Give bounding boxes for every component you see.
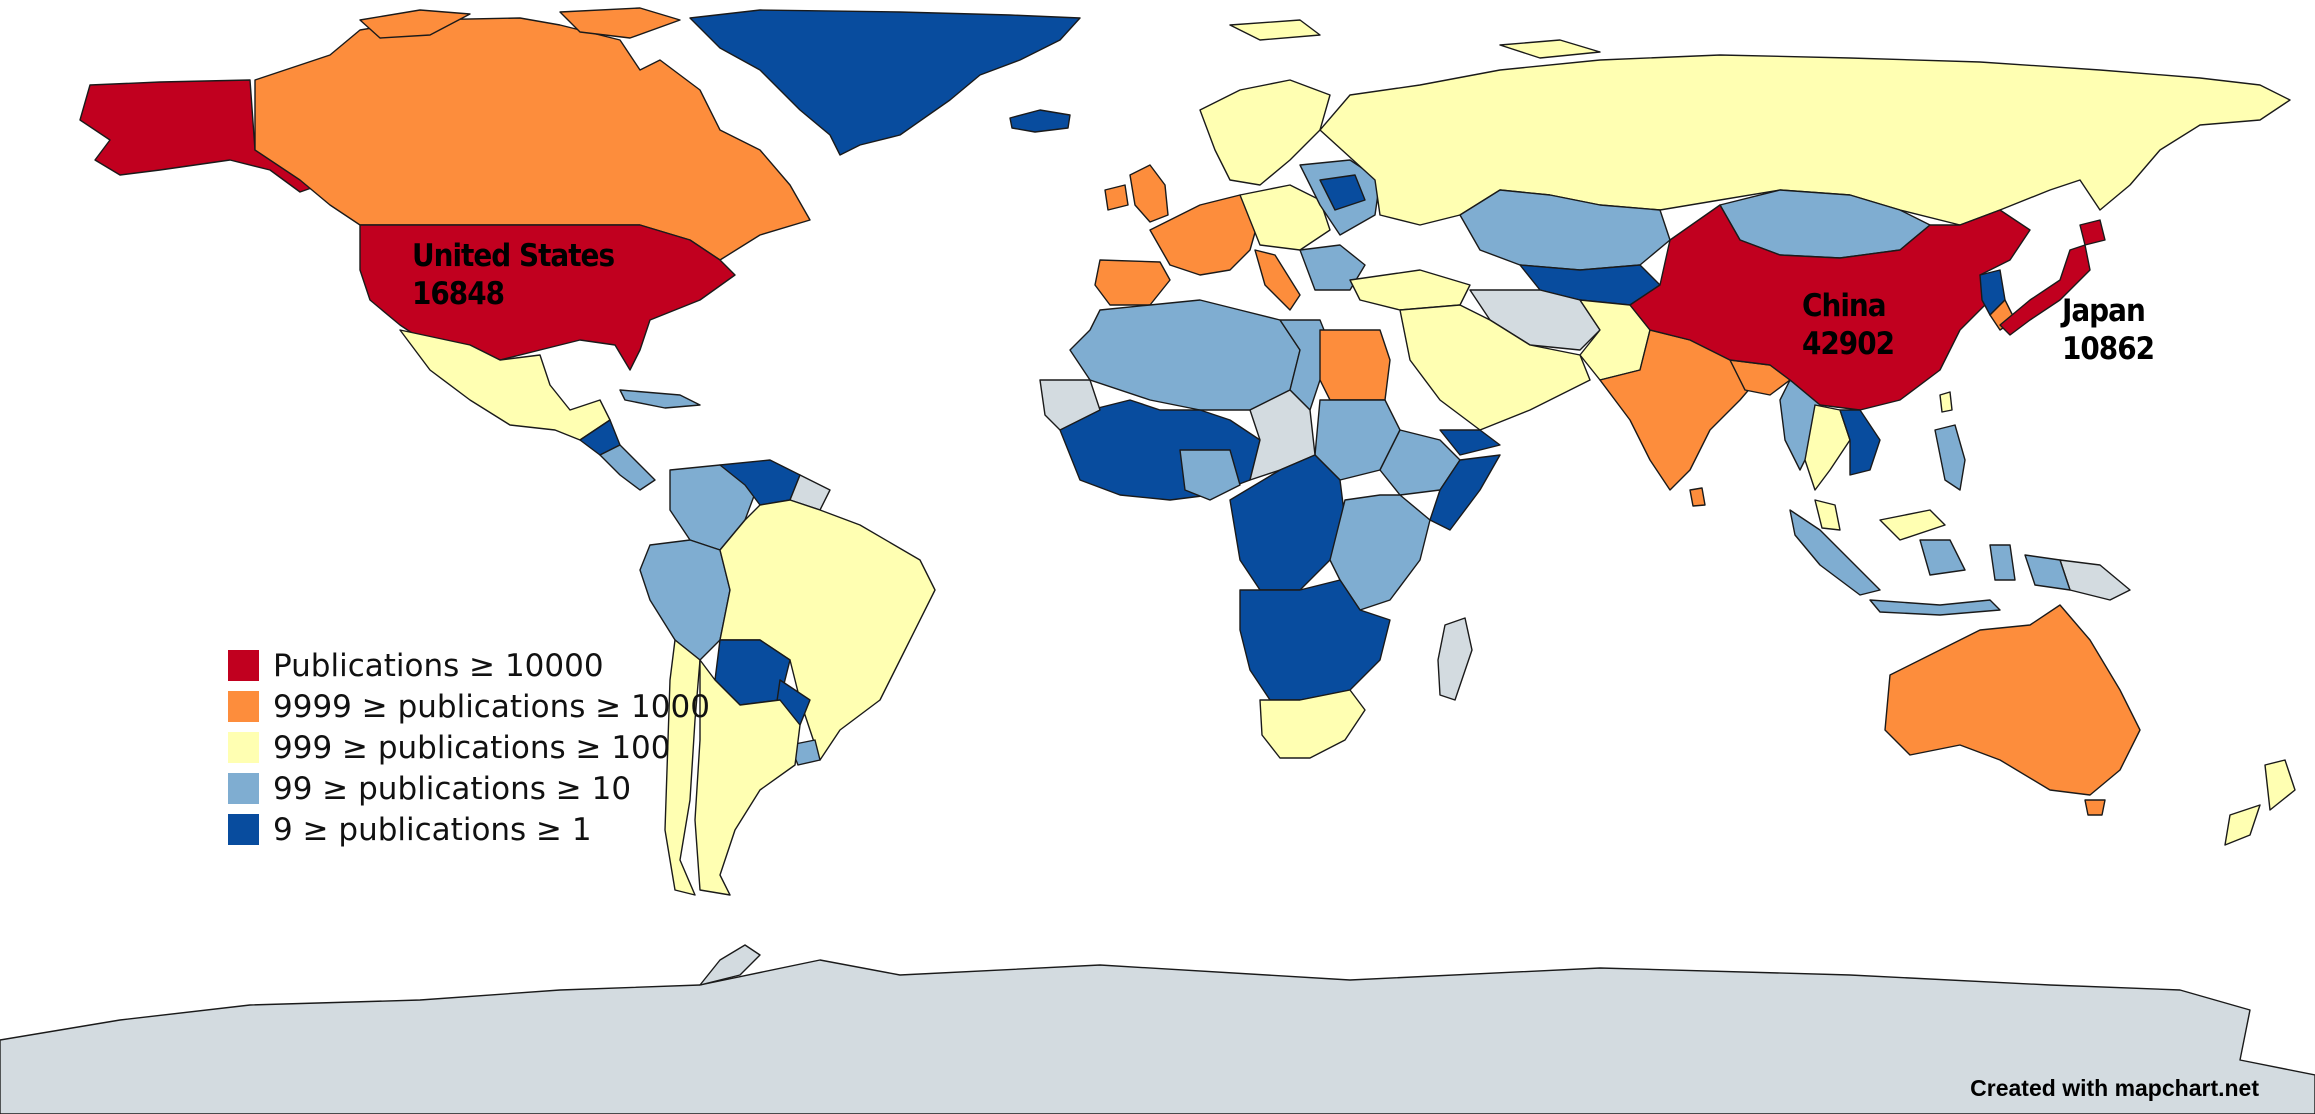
region-new-zealand (2224, 759, 2296, 846)
legend-item-tier5: 9 ≥ publications ≥ 1 (228, 809, 710, 850)
region-taiwan (1939, 391, 1953, 413)
region-argentina (694, 659, 801, 896)
region-australia (1884, 604, 2141, 796)
region-egypt (1319, 329, 1391, 401)
region-central-europe (1239, 184, 1331, 251)
region-yemen (1439, 429, 1501, 456)
region-cuba (619, 389, 701, 409)
region-japan-hokkaido (2079, 219, 2106, 246)
region-libya-chad (1279, 319, 1331, 411)
legend-label: 99 ≥ publications ≥ 10 (273, 770, 632, 807)
legend-label: 999 ≥ publications ≥ 100 (273, 729, 671, 766)
region-russia-islands (1229, 19, 1601, 59)
label-china-name: China (1802, 288, 1887, 324)
label-united-states-name: United States (412, 238, 615, 274)
region-ecuador-peru (639, 539, 731, 661)
region-turkey (1349, 269, 1471, 311)
legend-label: 9999 ≥ publications ≥ 1000 (273, 688, 710, 725)
legend: Publications ≥ 10000 9999 ≥ publications… (228, 645, 710, 850)
label-china-value: 42902 (1802, 326, 1895, 362)
region-canada (254, 17, 811, 261)
credit-text: Created with mapchart.net (1970, 1075, 2259, 1101)
region-middle-east (1399, 304, 1591, 431)
legend-swatch (228, 650, 259, 681)
region-sri-lanka (1689, 487, 1706, 507)
region-indonesia (1789, 509, 2016, 616)
region-western-europe (1149, 194, 1261, 276)
label-japan-value: 10862 (2062, 331, 2155, 367)
region-ireland (1104, 184, 1129, 211)
label-united-states: United States 16848 (412, 237, 615, 313)
region-united-states (359, 224, 736, 371)
legend-swatch (228, 732, 259, 763)
region-iberia (1094, 259, 1171, 306)
legend-label: Publications ≥ 10000 (273, 647, 604, 684)
legend-item-tier4: 99 ≥ publications ≥ 10 (228, 768, 710, 809)
legend-item-tier3: 999 ≥ publications ≥ 100 (228, 727, 710, 768)
region-greenland (689, 9, 1081, 156)
region-madagascar (1437, 617, 1473, 701)
label-china: China 42902 (1802, 287, 1895, 363)
legend-swatch (228, 814, 259, 845)
region-papua-new-guinea (2059, 559, 2131, 601)
label-united-states-value: 16848 (412, 276, 505, 312)
region-belarus (1319, 174, 1366, 211)
region-mexico (399, 329, 611, 441)
legend-swatch (228, 691, 259, 722)
region-central-america (599, 444, 656, 491)
region-tasmania (2084, 799, 2106, 816)
legend-item-tier2: 9999 ≥ publications ≥ 1000 (228, 686, 710, 727)
label-japan: Japan 10862 (2062, 292, 2155, 368)
region-malaysia (1814, 499, 1946, 541)
region-antarctic-peninsula (699, 944, 761, 986)
legend-swatch (228, 773, 259, 804)
region-southern-africa (1239, 579, 1391, 701)
region-iceland (1009, 109, 1071, 133)
region-east-africa (1329, 494, 1431, 611)
region-indochina (1839, 409, 1881, 476)
region-italy (1254, 249, 1301, 311)
region-antarctica (0, 959, 2315, 1114)
legend-item-tier1: Publications ≥ 10000 (228, 645, 710, 686)
region-sahel (1039, 379, 1101, 431)
legend-label: 9 ≥ publications ≥ 1 (273, 811, 592, 848)
region-alaska (79, 79, 321, 193)
region-balkans (1299, 244, 1366, 291)
region-scandinavia (1199, 79, 1331, 186)
region-north-africa-west (1069, 299, 1301, 411)
region-uk (1129, 164, 1169, 223)
region-chile (664, 639, 701, 896)
region-south-africa (1259, 689, 1366, 759)
region-nigeria (1179, 449, 1241, 501)
region-japan (1999, 244, 2091, 336)
region-canada-islands (359, 7, 681, 39)
region-new-guinea-west (2024, 554, 2071, 591)
region-philippines (1934, 424, 1966, 491)
label-japan-name: Japan (2062, 293, 2146, 329)
